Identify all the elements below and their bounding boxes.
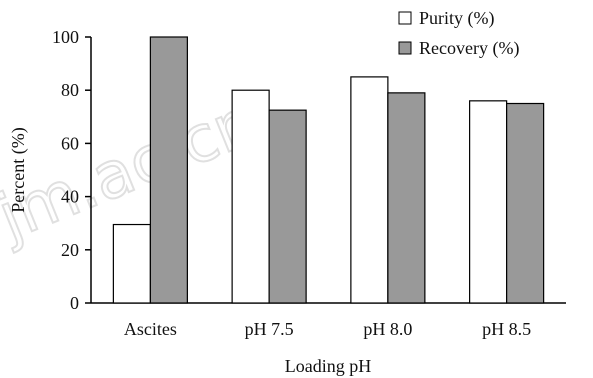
y-tick-label: 80 (61, 80, 79, 100)
y-tick-label: 40 (61, 187, 79, 207)
x-tick-labels: Ascites pH 7.5 pH 8.0 pH 8.5 (124, 319, 531, 339)
x-tick-label: pH 8.0 (363, 319, 412, 339)
y-tick-label: 60 (61, 133, 79, 153)
bar-purity (112, 223, 151, 304)
y-tick-label: 100 (52, 27, 79, 47)
bar-recovery (387, 92, 426, 304)
legend-label-recovery: Recovery (%) (419, 38, 519, 59)
bar-recovery (149, 36, 188, 304)
bar-purity (469, 100, 508, 304)
bar-recovery (506, 102, 545, 304)
legend: Purity (%) Recovery (%) (398, 8, 519, 59)
bar-recovery (268, 109, 307, 304)
y-tick-label: 20 (61, 240, 79, 260)
bar-purity (350, 76, 389, 304)
legend-swatch-purity (398, 11, 412, 25)
x-axis-title: Loading pH (285, 356, 371, 376)
bars (112, 36, 545, 304)
y-axis-title: Percent (%) (8, 127, 29, 212)
legend-label-purity: Purity (%) (419, 8, 495, 29)
legend-swatch-recovery (398, 41, 412, 55)
x-tick-label: pH 8.5 (482, 319, 531, 339)
x-tick-label: pH 7.5 (245, 319, 294, 339)
x-tick-label: Ascites (124, 319, 177, 339)
bar-purity (231, 89, 270, 304)
y-ticks: 0 20 40 60 80 100 (52, 27, 91, 313)
y-tick-label: 0 (70, 293, 79, 313)
